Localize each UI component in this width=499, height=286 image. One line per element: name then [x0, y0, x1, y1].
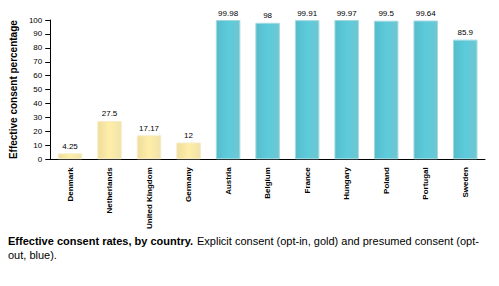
svg-text:France: France [303, 167, 312, 194]
svg-text:12: 12 [184, 131, 193, 140]
svg-text:99.5: 99.5 [378, 9, 394, 18]
svg-text:40: 40 [33, 99, 42, 108]
svg-text:Portugal: Portugal [421, 167, 430, 199]
svg-text:99.98: 99.98 [218, 9, 239, 18]
svg-text:Hungary: Hungary [342, 167, 351, 200]
svg-text:30: 30 [33, 113, 42, 122]
svg-text:99.91: 99.91 [297, 9, 318, 18]
svg-text:Austria: Austria [224, 167, 233, 195]
svg-text:99.97: 99.97 [337, 9, 358, 18]
svg-text:17.17: 17.17 [139, 124, 160, 133]
svg-text:Belgium: Belgium [263, 167, 272, 199]
svg-text:90: 90 [33, 29, 42, 38]
svg-text:50: 50 [33, 85, 42, 94]
svg-text:20: 20 [33, 127, 42, 136]
svg-text:70: 70 [33, 57, 42, 66]
svg-text:Netherlands: Netherlands [105, 167, 114, 214]
svg-text:Poland: Poland [382, 167, 391, 194]
svg-text:Sweden: Sweden [461, 167, 470, 197]
svg-text:98: 98 [263, 11, 272, 20]
html-text:Effective consent rates, by co: Effective consent rates, by country. Exp… [8, 235, 479, 261]
svg-text:4.25: 4.25 [62, 142, 78, 151]
svg-text:0: 0 [38, 155, 43, 164]
svg-text:100: 100 [29, 16, 43, 25]
svg-text:United Kingdom: United Kingdom [145, 167, 154, 229]
svg-text:99.64: 99.64 [416, 9, 437, 18]
svg-text:10: 10 [33, 141, 42, 150]
svg-text:Germany: Germany [184, 167, 193, 202]
svg-text:Effective consent percentage: Effective consent percentage [8, 20, 19, 159]
svg-text:Denmark: Denmark [66, 167, 75, 202]
svg-text:27.5: 27.5 [102, 109, 118, 118]
svg-text:60: 60 [33, 71, 42, 80]
svg-text:85.9: 85.9 [457, 28, 473, 37]
svg-text:80: 80 [33, 43, 42, 52]
